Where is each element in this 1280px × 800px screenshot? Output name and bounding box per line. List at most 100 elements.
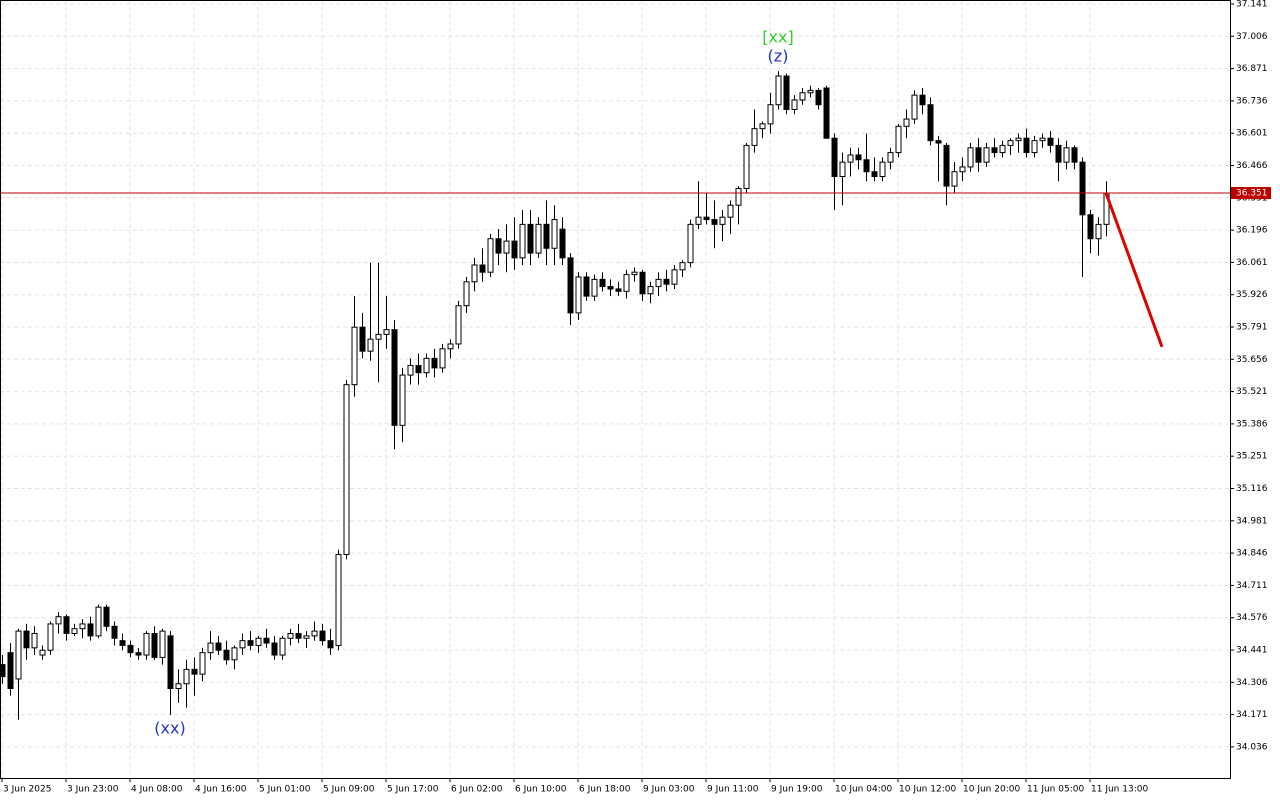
candle-body (503, 240, 510, 254)
candle-body (143, 632, 150, 656)
candle-body (183, 668, 190, 685)
plot-border (0, 0, 1231, 779)
candle-body (279, 637, 286, 656)
candle-body (927, 104, 934, 142)
candle-body (439, 348, 446, 369)
candle-body (247, 640, 254, 646)
candle-body (831, 137, 838, 178)
candle-body (863, 159, 870, 173)
candle-body (671, 269, 678, 285)
candle-body (847, 154, 854, 163)
candle-body (511, 240, 518, 259)
y-tick-label: 34.036 (1236, 742, 1268, 752)
y-tick-label: 34.576 (1236, 613, 1268, 623)
candle-body (1047, 137, 1054, 146)
candle-body (919, 94, 926, 106)
candle-body (303, 635, 310, 639)
candle-body (431, 357, 438, 369)
candle-body (799, 92, 806, 101)
candle-body (319, 630, 326, 642)
candle-body (615, 288, 622, 292)
candle-body (583, 276, 590, 297)
candle-body (1031, 140, 1038, 154)
x-tick-label: 9 Jun 03:00 (643, 785, 695, 795)
candle-body (711, 219, 718, 225)
candle-body (807, 89, 814, 94)
y-tick-label: 37.141 (1236, 0, 1268, 10)
candle-body (479, 264, 486, 273)
candle-body (559, 228, 566, 259)
candle-body (71, 628, 78, 634)
candle-body (943, 144, 950, 187)
x-tick-label: 5 Jun 17:00 (387, 785, 439, 795)
candle-body (1095, 223, 1102, 240)
x-tick-label: 3 Jun 2025 (3, 785, 51, 795)
y-tick-label: 34.846 (1236, 549, 1268, 559)
candle-body (783, 75, 790, 111)
candle-body (463, 281, 470, 307)
candle-body (1039, 137, 1046, 142)
candle-body (959, 166, 966, 173)
candle-body (735, 187, 742, 206)
candle-body (895, 125, 902, 154)
candle-body (703, 216, 710, 221)
y-tick-label: 36.466 (1236, 161, 1268, 171)
y-tick-label: 35.116 (1236, 484, 1268, 494)
candle-body (287, 632, 294, 639)
candle-body (679, 262, 686, 271)
candle-body (327, 640, 334, 649)
candle-body (103, 606, 110, 627)
x-tick-label: 6 Jun 10:00 (515, 785, 567, 795)
y-tick-label: 36.196 (1236, 226, 1268, 236)
x-tick-label: 11 Jun 05:00 (1027, 785, 1084, 795)
x-tick-label: 10 Jun 04:00 (835, 785, 892, 795)
candle-body (623, 274, 630, 292)
candle-body (255, 637, 262, 646)
candle-body (591, 278, 598, 297)
y-tick-label: 35.656 (1236, 355, 1268, 365)
candle-body (487, 238, 494, 273)
candle-body (903, 118, 910, 127)
candle-body (815, 89, 822, 106)
candle-body (775, 75, 782, 106)
candle-body (0, 664, 6, 678)
wave-label: [xx] (762, 28, 793, 47)
candle-body (495, 238, 502, 254)
candle-body (1015, 137, 1022, 142)
candle-body (975, 147, 982, 163)
y-tick-label: 35.791 (1236, 322, 1268, 332)
x-tick-label: 9 Jun 11:00 (707, 785, 759, 795)
candle-body (879, 161, 886, 178)
x-tick-label: 10 Jun 12:00 (899, 785, 956, 795)
candle-body (751, 128, 758, 146)
candle-body (527, 223, 534, 254)
candle-body (55, 616, 62, 625)
candle-body (991, 147, 998, 154)
candle-body (1023, 137, 1030, 154)
candle-body (351, 326, 358, 386)
y-tick-label: 35.521 (1236, 387, 1268, 397)
candle-body (135, 652, 142, 656)
x-tick-label: 6 Jun 18:00 (579, 785, 631, 795)
candle-body (23, 630, 30, 649)
candle-body (39, 649, 46, 656)
candle-body (1087, 214, 1094, 240)
y-tick-label: 36.871 (1236, 64, 1268, 74)
y-tick-label: 36.061 (1236, 258, 1268, 268)
candle-body (119, 640, 126, 646)
candle-body (911, 94, 918, 120)
candle-body (647, 286, 654, 295)
candle-body (407, 365, 414, 376)
candle-body (727, 204, 734, 218)
candle-body (967, 147, 974, 168)
candle-body (383, 329, 390, 335)
candle-body (951, 171, 958, 187)
candle-body (415, 365, 422, 374)
candle-body (839, 161, 846, 178)
candle-body (199, 652, 206, 675)
x-tick-label: 3 Jun 23:00 (67, 785, 119, 795)
x-tick-label: 11 Jun 13:00 (1091, 785, 1148, 795)
y-tick-label: 35.251 (1236, 452, 1268, 462)
x-tick-label: 10 Jun 20:00 (963, 785, 1020, 795)
candle-body (207, 642, 214, 654)
